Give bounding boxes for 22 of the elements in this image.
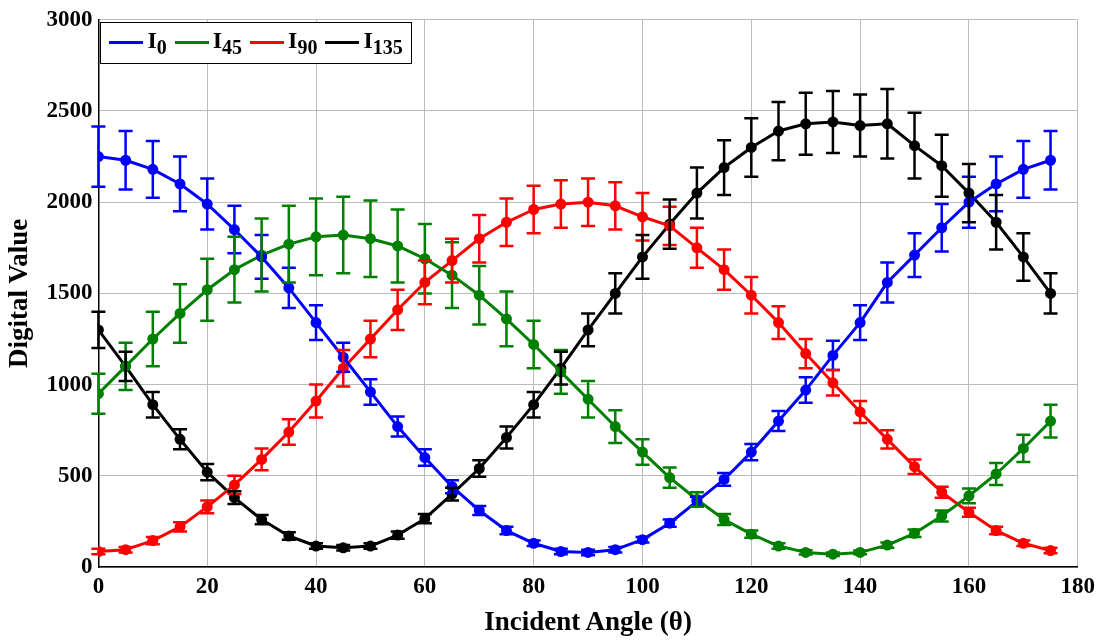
x-tick-label: 80 (522, 572, 546, 598)
x-tick-label: 180 (1060, 572, 1095, 598)
y-tick-label: 0 (80, 552, 93, 578)
x-axis-title: Incident Angle (θ) (484, 605, 692, 636)
y-tick-label: 500 (57, 461, 93, 487)
legend-label: I$_{0}$ (147, 26, 167, 59)
legend-label: I$_{90}$ (288, 26, 318, 59)
x-tick-label: 160 (951, 572, 987, 598)
x-tick-label: 120 (734, 572, 769, 598)
x-tick-label: 40 (304, 572, 328, 598)
y-tick-label: 1500 (46, 279, 93, 305)
x-tick-label: 60 (413, 572, 437, 598)
x-tick-label: 20 (195, 572, 219, 598)
x-tick-label: 100 (625, 572, 660, 598)
y-tick-label: 3000 (46, 5, 93, 31)
y-tick-label: 2000 (46, 188, 93, 214)
x-tick-label: 140 (842, 572, 878, 598)
y-axis-title: Digital Value (3, 218, 34, 369)
y-tick-label: 2500 (46, 96, 93, 122)
legend-label: I$_{135}$ (363, 26, 403, 59)
y-tick-label: 1000 (46, 370, 93, 396)
legend-label: I$_{45}$ (212, 26, 243, 59)
